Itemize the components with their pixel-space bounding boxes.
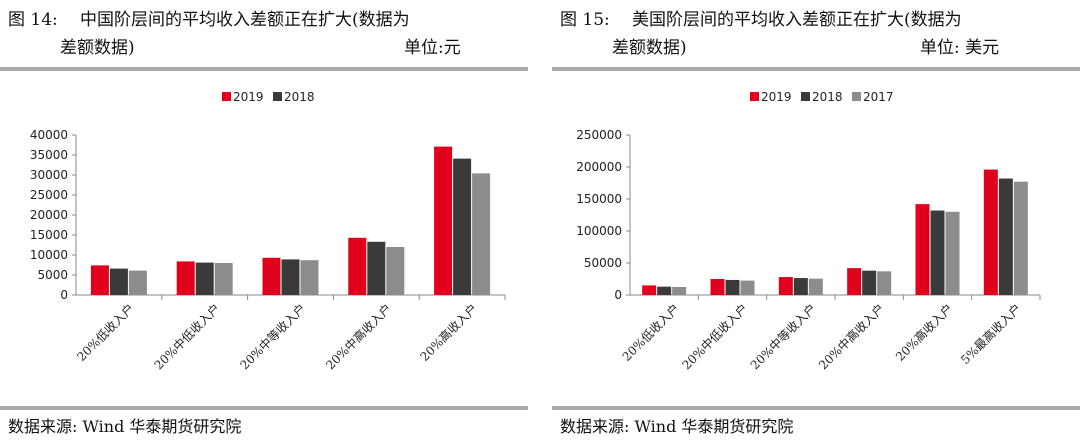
x-category-label: 20%中等收入户 — [237, 301, 309, 373]
legend-swatch-2018 — [273, 92, 282, 101]
bar-2018-2 — [195, 262, 214, 295]
figure-14-source: 数据来源: Wind 华泰期货研究院 — [8, 417, 242, 436]
bar-2019-1 — [642, 285, 657, 295]
figure-15-bottom-rule — [552, 406, 1080, 410]
legend-label-2019: 2019 — [233, 90, 264, 104]
y-tick-label: 150000 — [576, 192, 622, 206]
bar-2017-3 — [808, 278, 823, 295]
bar-2018-3 — [281, 259, 300, 295]
x-category-label: 20%中低收入户 — [679, 301, 751, 373]
x-category-label: 20%中等收入户 — [747, 301, 819, 373]
figure-14-bottom-rule — [0, 406, 528, 410]
bar-2019-5 — [434, 146, 453, 295]
y-tick-label: 5000 — [37, 268, 68, 282]
figure-15-source: 数据来源: Wind 华泰期货研究院 — [560, 417, 794, 436]
bar-2018-5 — [453, 158, 472, 295]
figure-14-title-text: 中国阶层间的平均收入差额正在扩大(数据为 — [80, 10, 410, 30]
y-tick-label: 30000 — [30, 168, 68, 182]
bar-2019-6 — [983, 169, 998, 295]
y-tick-label: 50000 — [584, 256, 622, 270]
bar-2017-2 — [740, 280, 755, 295]
figure-15-unit: 单位: 美元 — [920, 38, 1000, 58]
bar-2017-6 — [1013, 181, 1028, 295]
bar-2018-4 — [367, 241, 386, 295]
figure-15-panel: 图 15: 美国阶层间的平均收入差额正在扩大(数据为 差额数据) 单位: 美元 2… — [552, 0, 1080, 444]
bar-2019-4 — [847, 268, 862, 295]
bar-2019-4 — [348, 237, 367, 295]
y-tick-label: 100000 — [576, 224, 622, 238]
y-tick-label: 200000 — [576, 160, 622, 174]
x-category-label: 5%最高收入户 — [957, 301, 1024, 368]
figure-14-title-continued: 差额数据) — [60, 38, 135, 58]
y-tick-label: 35000 — [30, 148, 68, 162]
bar-2018-6 — [998, 178, 1013, 295]
legend-label-2017: 2017 — [863, 90, 894, 104]
figure-15-title-continued: 差额数据) — [612, 38, 687, 58]
bar-2019-1 — [90, 265, 109, 295]
figure-14-top-rule — [0, 67, 528, 71]
bar-2019-2 — [176, 261, 195, 295]
bar-2017-5 — [472, 173, 491, 295]
bar-2017-1 — [128, 270, 147, 295]
legend-label-2018: 2018 — [284, 90, 315, 104]
figure-14-number: 图 14: — [8, 10, 58, 30]
x-category-label: 20%中低收入户 — [151, 301, 223, 373]
y-tick-label: 25000 — [30, 188, 68, 202]
x-category-label: 20%高收入户 — [892, 301, 955, 364]
bar-2018-1 — [657, 286, 672, 295]
bar-2019-2 — [710, 279, 725, 295]
figure-15-chart: 2019 2018 2017 0 50000 100000 150000 200000 2500… — [576, 90, 1041, 373]
bar-2018-1 — [109, 268, 128, 295]
x-category-label: 20%低收入户 — [619, 301, 682, 364]
bar-2017-1 — [672, 287, 687, 295]
y-tick-label: 0 — [60, 288, 68, 302]
legend-swatch-2019 — [222, 92, 231, 101]
bar-2017-4 — [877, 271, 892, 295]
y-tick-label: 0 — [614, 288, 622, 302]
x-category-label: 20%低收入户 — [74, 301, 137, 364]
bar-2018-5 — [930, 210, 945, 295]
x-category-label: 20%中高收入户 — [323, 301, 395, 373]
bar-2019-3 — [262, 257, 281, 295]
legend-label-2019: 2019 — [761, 90, 792, 104]
y-tick-label: 250000 — [576, 128, 622, 142]
legend-label-2018: 2018 — [812, 90, 843, 104]
figure-14-title: 图 14: 中国阶层间的平均收入差额正在扩大(数据为 — [8, 6, 410, 34]
y-tick-label: 40000 — [30, 128, 68, 142]
figure-14-chart: 2019 2018 0 5000 10000 15000 20000 25000 30000 35… — [30, 90, 506, 373]
legend-swatch-2019 — [750, 92, 759, 101]
bar-2018-3 — [793, 278, 808, 295]
figure-15-number: 图 15: — [560, 10, 610, 30]
bar-2017-2 — [214, 263, 233, 295]
bar-2019-5 — [915, 204, 930, 295]
figure-15-title: 图 15: 美国阶层间的平均收入差额正在扩大(数据为 — [560, 6, 962, 34]
bar-2017-5 — [945, 211, 960, 295]
figure-14-panel: 图 14: 中国阶层间的平均收入差额正在扩大(数据为 差额数据) 单位:元 201… — [0, 0, 528, 444]
x-category-label: 20%中高收入户 — [815, 301, 887, 373]
y-tick-label: 10000 — [30, 248, 68, 262]
y-tick-label: 15000 — [30, 228, 68, 242]
y-tick-label: 20000 — [30, 208, 68, 222]
legend-swatch-2017 — [852, 92, 861, 101]
bar-2017-4 — [386, 247, 405, 295]
bar-2018-2 — [725, 279, 740, 295]
x-category-label: 20%高收入户 — [417, 301, 480, 364]
legend-swatch-2018 — [801, 92, 810, 101]
figure-15-title-text: 美国阶层间的平均收入差额正在扩大(数据为 — [632, 10, 962, 30]
figure-15-top-rule — [552, 67, 1080, 71]
bar-2017-3 — [300, 260, 319, 295]
bar-2019-3 — [778, 277, 793, 295]
figure-14-unit: 单位:元 — [404, 38, 461, 58]
bar-2018-4 — [862, 270, 877, 295]
